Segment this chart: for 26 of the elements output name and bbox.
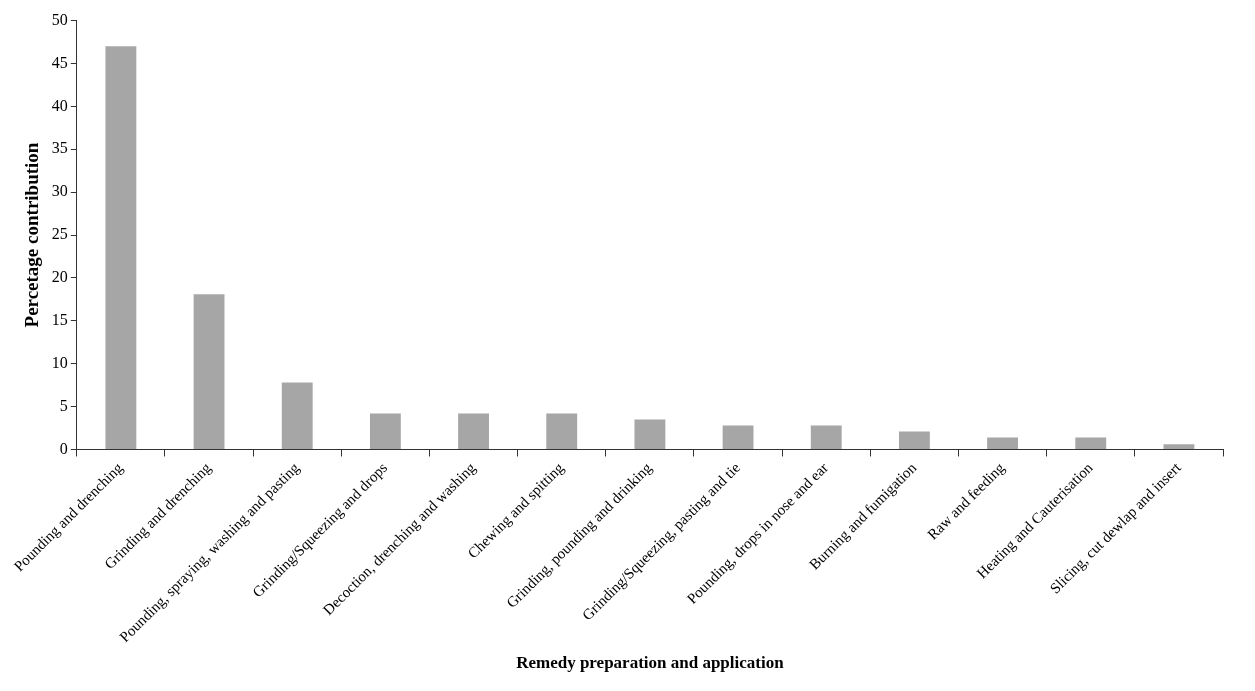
y-tick-label: 5 <box>59 396 68 414</box>
bar <box>898 431 930 449</box>
y-tick-label: 40 <box>51 96 68 114</box>
bar <box>193 294 225 449</box>
bar <box>105 46 137 449</box>
y-tick-label: 15 <box>51 311 68 329</box>
bar <box>1163 444 1195 449</box>
y-tick-label: 45 <box>51 53 68 71</box>
bar <box>281 382 313 449</box>
y-tick-label: 0 <box>59 439 68 457</box>
y-tick-label: 20 <box>51 268 68 286</box>
y-tick-label: 35 <box>51 139 68 157</box>
y-axis-title: Percetage contribution <box>21 142 43 328</box>
bar <box>810 425 842 449</box>
bar <box>458 413 489 449</box>
bar <box>546 413 578 449</box>
bar <box>634 419 666 449</box>
y-tick-label: 30 <box>51 182 68 200</box>
y-tick-label: 25 <box>51 225 68 243</box>
bar <box>722 425 754 449</box>
y-tick-label: 50 <box>51 10 68 28</box>
x-axis-title: Remedy preparation and application <box>516 653 785 673</box>
bar <box>987 437 1019 449</box>
bar <box>369 413 401 449</box>
bar <box>1075 437 1107 449</box>
y-tick-label: 10 <box>51 353 68 371</box>
